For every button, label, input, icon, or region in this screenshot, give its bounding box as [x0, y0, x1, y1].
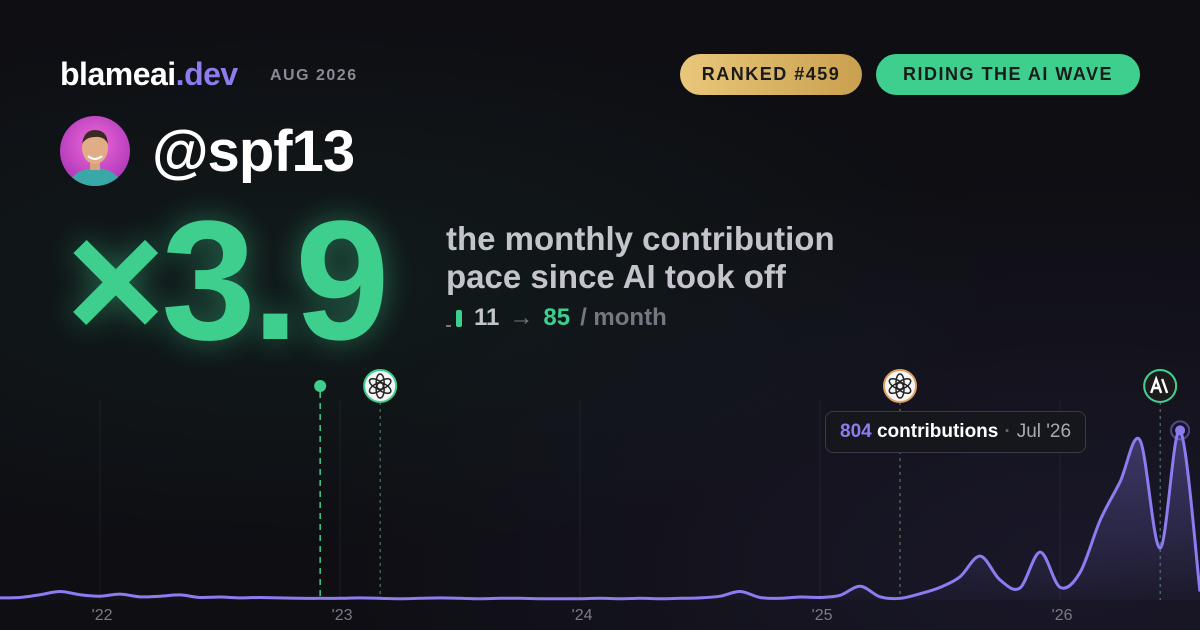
- pace-arrow: →: [509, 304, 534, 331]
- avatar: [60, 116, 130, 186]
- tooltip-separator: ·: [1004, 421, 1011, 442]
- pace-unit: / month: [580, 304, 667, 331]
- multiplier: ×3.9: [66, 186, 390, 376]
- x-tick-label: '23: [332, 607, 353, 624]
- line: [0, 428, 1200, 601]
- event-marker: [363, 369, 398, 403]
- status-badge: RIDING THE AI WAVE: [876, 54, 1140, 95]
- highlight-ring: [1170, 420, 1191, 441]
- pace-before: 11: [474, 304, 500, 331]
- rank-badge: RANKED #459: [680, 54, 862, 95]
- brand-name: blameai: [60, 56, 176, 92]
- event-icon-bg: [883, 369, 917, 403]
- brand: blameai.dev: [60, 56, 238, 93]
- pace: 11 → 85 / month: [446, 304, 667, 332]
- event-marker: [314, 380, 327, 392]
- x-tick-label: '24: [572, 607, 593, 624]
- brand-tld: .dev: [175, 56, 239, 92]
- highlight-point: [1175, 425, 1186, 436]
- area: [0, 430, 1200, 600]
- description-line: the monthly contribution: [446, 220, 835, 257]
- openai-logo: [368, 377, 385, 391]
- date: AUG 2026: [270, 67, 358, 84]
- description-line: pace since AI took off: [446, 258, 786, 295]
- x-tick-label: '25: [812, 607, 833, 624]
- event-marker: [1143, 369, 1178, 403]
- tooltip-date: Jul '26: [1016, 421, 1072, 442]
- handle: @spf13: [152, 119, 355, 184]
- pace-after: 85: [543, 304, 571, 331]
- pace-icon: [446, 310, 462, 327]
- anthropic-logo: [1150, 375, 1169, 394]
- tooltip: 804 contributions · Jul '26: [825, 411, 1087, 453]
- tooltip-label: contributions: [876, 421, 999, 442]
- x-tick-label: '22: [92, 607, 113, 624]
- openai-logo: [888, 377, 905, 391]
- tooltip-value: 804: [840, 421, 872, 442]
- event-marker: [883, 369, 917, 403]
- event-icon-bg: [1145, 371, 1176, 401]
- x-tick-label: '26: [1052, 607, 1073, 624]
- description: the monthly contribution pace since AI t…: [446, 220, 835, 296]
